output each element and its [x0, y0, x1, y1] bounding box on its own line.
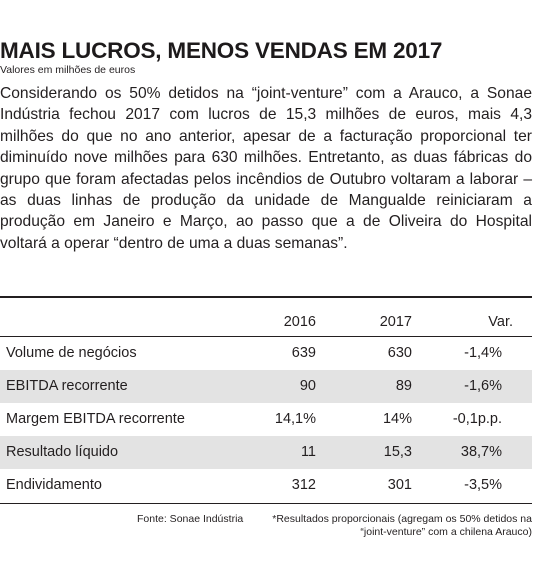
source-note: Fonte: Sonae Indústria — [137, 513, 244, 525]
page-title: MAIS LUCROS, MENOS VENDAS EM 2017 — [0, 38, 443, 63]
value-var: -3,5% — [464, 477, 502, 493]
value-2016: 14,1% — [274, 411, 316, 427]
value-2016: 639 — [291, 345, 316, 361]
table-bottom-rule — [0, 503, 532, 504]
value-2016: 90 — [299, 378, 316, 394]
column-header-2016: 2016 — [283, 314, 316, 330]
footnote: *Resultados proporcionais (agregam os 50… — [272, 513, 532, 538]
value-var: -1,4% — [464, 345, 502, 361]
table-row: Margem EBITDA recorrente 14,1% 14% -0,1p… — [0, 403, 532, 436]
value-2017: 15,3 — [383, 444, 412, 460]
value-var: 38,7% — [460, 444, 502, 460]
table-row: EBITDA recorrente 90 89 -1,6% — [0, 370, 532, 403]
table-row: Endividamento 312 301 -3,5% — [0, 469, 532, 502]
table-top-rule — [0, 296, 532, 298]
value-2016: 11 — [300, 444, 316, 460]
table-row: Volume de negócios 639 630 -1,4% — [0, 337, 532, 370]
column-header-2017: 2017 — [379, 314, 412, 330]
value-2017: 630 — [387, 345, 412, 361]
row-label: Volume de negócios — [6, 345, 137, 361]
value-var: -1,6% — [464, 378, 502, 394]
row-label: EBITDA recorrente — [6, 378, 128, 394]
value-2017: 301 — [387, 477, 412, 493]
row-label: Endividamento — [6, 477, 102, 493]
row-label: Resultado líquido — [6, 444, 119, 460]
subtitle: Valores em milhões de euros — [0, 64, 136, 76]
value-2017: 89 — [395, 378, 412, 394]
table-row: Resultado líquido 11 15,3 38,7% — [0, 436, 532, 469]
value-2016: 312 — [291, 477, 316, 493]
column-header-var: Var. — [488, 314, 513, 330]
header-rule — [0, 336, 532, 337]
article-body: Considerando os 50% detidos na “joint-ve… — [0, 85, 532, 252]
value-2017: 14% — [382, 411, 412, 427]
value-var: -0,1p.p. — [452, 411, 502, 427]
row-label: Margem EBITDA recorrente — [6, 411, 185, 427]
